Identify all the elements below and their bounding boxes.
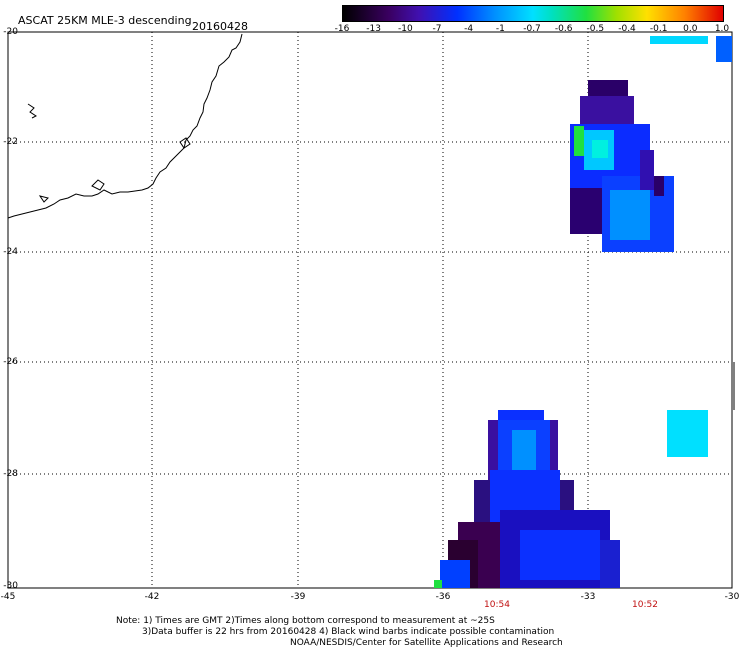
lat-label: -24	[3, 247, 18, 257]
lat-label: -30	[3, 581, 18, 591]
color-scale-tick-label: -7	[432, 24, 442, 34]
color-scale-tick-label: -1	[495, 24, 505, 34]
color-scale-tick-label: 1.0	[714, 24, 730, 34]
coast-island	[27, 103, 37, 119]
color-scale-bar	[342, 5, 724, 22]
lon-label: -39	[290, 592, 306, 602]
lon-label: -33	[580, 592, 596, 602]
color-scale-tick-label: -16	[334, 24, 350, 34]
lon-label: -45	[0, 592, 16, 602]
color-scale-tick-label: -10	[397, 24, 413, 34]
note-line-3: NOAA/NESDIS/Center for Satellite Applica…	[290, 638, 563, 648]
lat-label: -20	[3, 27, 18, 37]
upper-swath	[570, 80, 674, 252]
note-line-2: 3)Data buffer is 22 hrs from 20160428 4)…	[142, 627, 555, 637]
lon-label: -42	[144, 592, 160, 602]
lower-swath	[434, 410, 620, 588]
map-frame	[7, 31, 733, 589]
cyan-patch-right	[667, 410, 708, 457]
cyan-patch-top	[650, 36, 708, 44]
color-scale-tick-label: -13	[366, 24, 381, 34]
color-scale-tick-label: -0.5	[586, 24, 605, 34]
lon-label: -36	[435, 592, 451, 602]
color-scale-tick-label: -0.6	[554, 24, 573, 34]
lat-label: -28	[3, 469, 18, 479]
blue-patch-edge	[716, 36, 732, 62]
color-scale-tick-label: -0.7	[523, 24, 541, 34]
coast-island	[179, 137, 191, 149]
time-label: 10:54	[484, 600, 510, 610]
map-title: ASCAT 25KM MLE-3 descending	[18, 14, 192, 27]
lat-label: -26	[3, 357, 18, 367]
coast-island	[38, 195, 49, 203]
note-line-1: Note: 1) Times are GMT 2)Times along bot…	[116, 616, 495, 626]
coast-island	[91, 179, 105, 191]
color-scale-tick-label: -0.1	[649, 24, 668, 34]
color-scale-tick-label: 0.0	[683, 24, 698, 34]
color-scale-tick-label: -4	[464, 24, 474, 34]
time-label: 10:52	[632, 600, 658, 610]
lat-label: -22	[3, 137, 18, 147]
coastline	[7, 33, 243, 219]
lon-label: -30	[724, 592, 740, 602]
map-date: 20160428	[192, 20, 248, 33]
color-scale-tick-label: -0.4	[618, 24, 636, 34]
